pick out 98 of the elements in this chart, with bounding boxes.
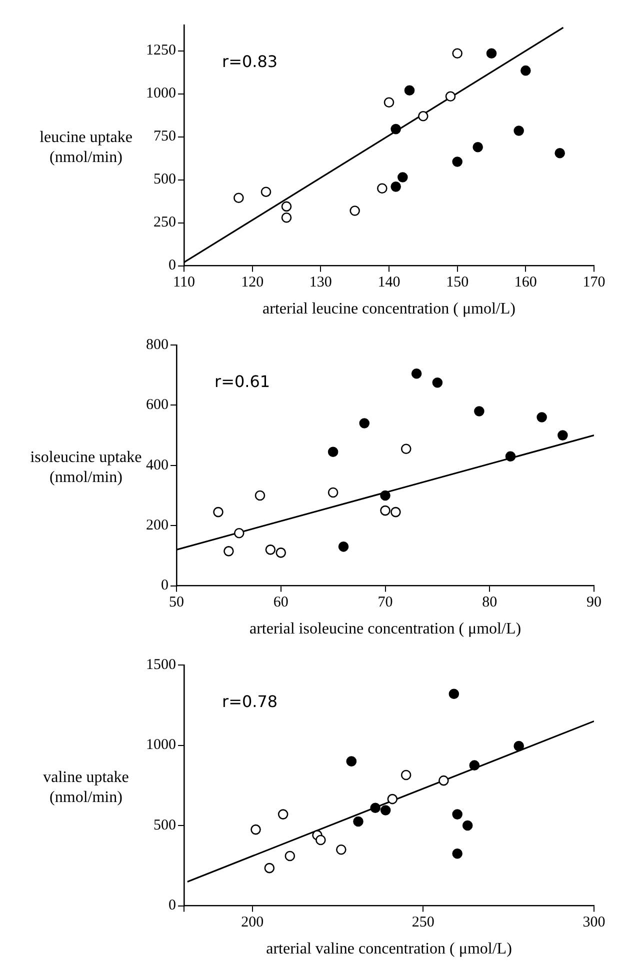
point xyxy=(452,48,462,59)
point xyxy=(265,544,276,555)
point xyxy=(474,406,484,416)
point xyxy=(328,487,338,498)
point xyxy=(452,156,462,167)
annotation: r=0.78 xyxy=(222,692,278,712)
point xyxy=(469,760,480,770)
x-tick-label: 170 xyxy=(582,274,606,291)
x-tick-label: 110 xyxy=(173,274,195,291)
x-axis-title: arterial valine concentration ( μmol/L) xyxy=(266,940,512,958)
point xyxy=(472,142,483,152)
y-tick-label: 600 xyxy=(146,397,168,414)
point xyxy=(448,688,460,700)
x-tick-label: 300 xyxy=(582,914,606,931)
point xyxy=(346,756,357,766)
x-axis-title: arterial leucine concentration ( μmol/L) xyxy=(262,300,516,318)
point xyxy=(224,546,234,556)
x-tick-label: 90 xyxy=(586,594,602,611)
y-tick-label: 0 xyxy=(168,898,176,914)
point xyxy=(234,192,244,204)
point xyxy=(400,444,412,454)
y-tick-label: 750 xyxy=(154,128,176,145)
point xyxy=(350,206,360,216)
point xyxy=(250,824,261,835)
point xyxy=(254,490,266,501)
y-tick-label: 1000 xyxy=(146,86,176,102)
point xyxy=(390,506,401,518)
point xyxy=(380,490,390,501)
point xyxy=(520,65,531,76)
point xyxy=(390,124,401,134)
point xyxy=(380,805,391,816)
point xyxy=(452,809,462,820)
point xyxy=(278,809,288,820)
point xyxy=(411,368,422,379)
y-tick-label: 0 xyxy=(161,578,168,594)
point xyxy=(452,848,462,859)
point xyxy=(462,820,473,831)
y-tick-label: 1000 xyxy=(146,737,176,754)
x-tick-label: 70 xyxy=(378,594,393,611)
annotation: r=0.61 xyxy=(214,372,270,392)
point xyxy=(404,85,415,96)
point xyxy=(338,542,349,552)
point xyxy=(359,418,370,428)
x-axis-title: arterial isoleucine concentration ( μmol/L) xyxy=(249,620,522,638)
point xyxy=(370,802,380,814)
y-tick-label: 0 xyxy=(168,258,176,274)
point xyxy=(432,377,443,388)
y-tick-label: 200 xyxy=(146,518,168,534)
point xyxy=(276,548,286,558)
y-tick-label: 1250 xyxy=(146,42,176,59)
x-tick-label: 130 xyxy=(309,274,332,291)
point xyxy=(328,446,338,458)
x-tick-label: 60 xyxy=(273,594,288,611)
y-tick-label: 1500 xyxy=(146,656,176,673)
point xyxy=(514,126,524,136)
point xyxy=(384,97,394,108)
point xyxy=(264,862,275,874)
point xyxy=(390,182,401,192)
point xyxy=(260,186,272,197)
x-tick-label: 150 xyxy=(446,274,469,291)
x-tick-label: 250 xyxy=(412,914,434,931)
point xyxy=(380,505,390,516)
point xyxy=(234,528,244,538)
point xyxy=(316,834,326,846)
y-tick-label: 800 xyxy=(146,336,168,353)
x-tick-label: 50 xyxy=(169,594,184,611)
point xyxy=(445,91,456,102)
x-tick-label: 140 xyxy=(378,274,400,291)
point xyxy=(387,794,398,804)
y-axis-title: valine uptake (nmol/min) xyxy=(42,768,130,808)
point xyxy=(353,816,364,827)
point xyxy=(514,740,524,752)
y-tick-label: 400 xyxy=(146,457,168,474)
x-tick-label: 160 xyxy=(514,274,537,291)
point xyxy=(438,775,449,786)
point xyxy=(213,506,224,518)
point xyxy=(281,212,292,223)
point xyxy=(554,148,565,158)
point xyxy=(284,850,296,862)
point xyxy=(418,111,428,122)
y-tick-label: 250 xyxy=(154,214,176,231)
point xyxy=(505,451,516,462)
x-tick-label: 120 xyxy=(241,274,264,291)
point xyxy=(377,183,388,194)
y-axis-title: isoleucine uptake (nmol/min) xyxy=(29,448,143,488)
point xyxy=(398,172,408,182)
y-tick-label: 500 xyxy=(154,172,176,188)
y-axis-title: leucine uptake (nmol/min) xyxy=(38,128,134,168)
point xyxy=(281,201,292,212)
point xyxy=(336,844,346,855)
point xyxy=(558,430,568,440)
point xyxy=(486,48,497,59)
y-tick-label: 500 xyxy=(154,817,176,834)
x-tick-label: 200 xyxy=(241,914,264,931)
annotation: r=0.83 xyxy=(222,52,278,72)
point xyxy=(536,412,547,422)
point xyxy=(400,770,412,780)
x-tick-label: 80 xyxy=(482,594,498,611)
